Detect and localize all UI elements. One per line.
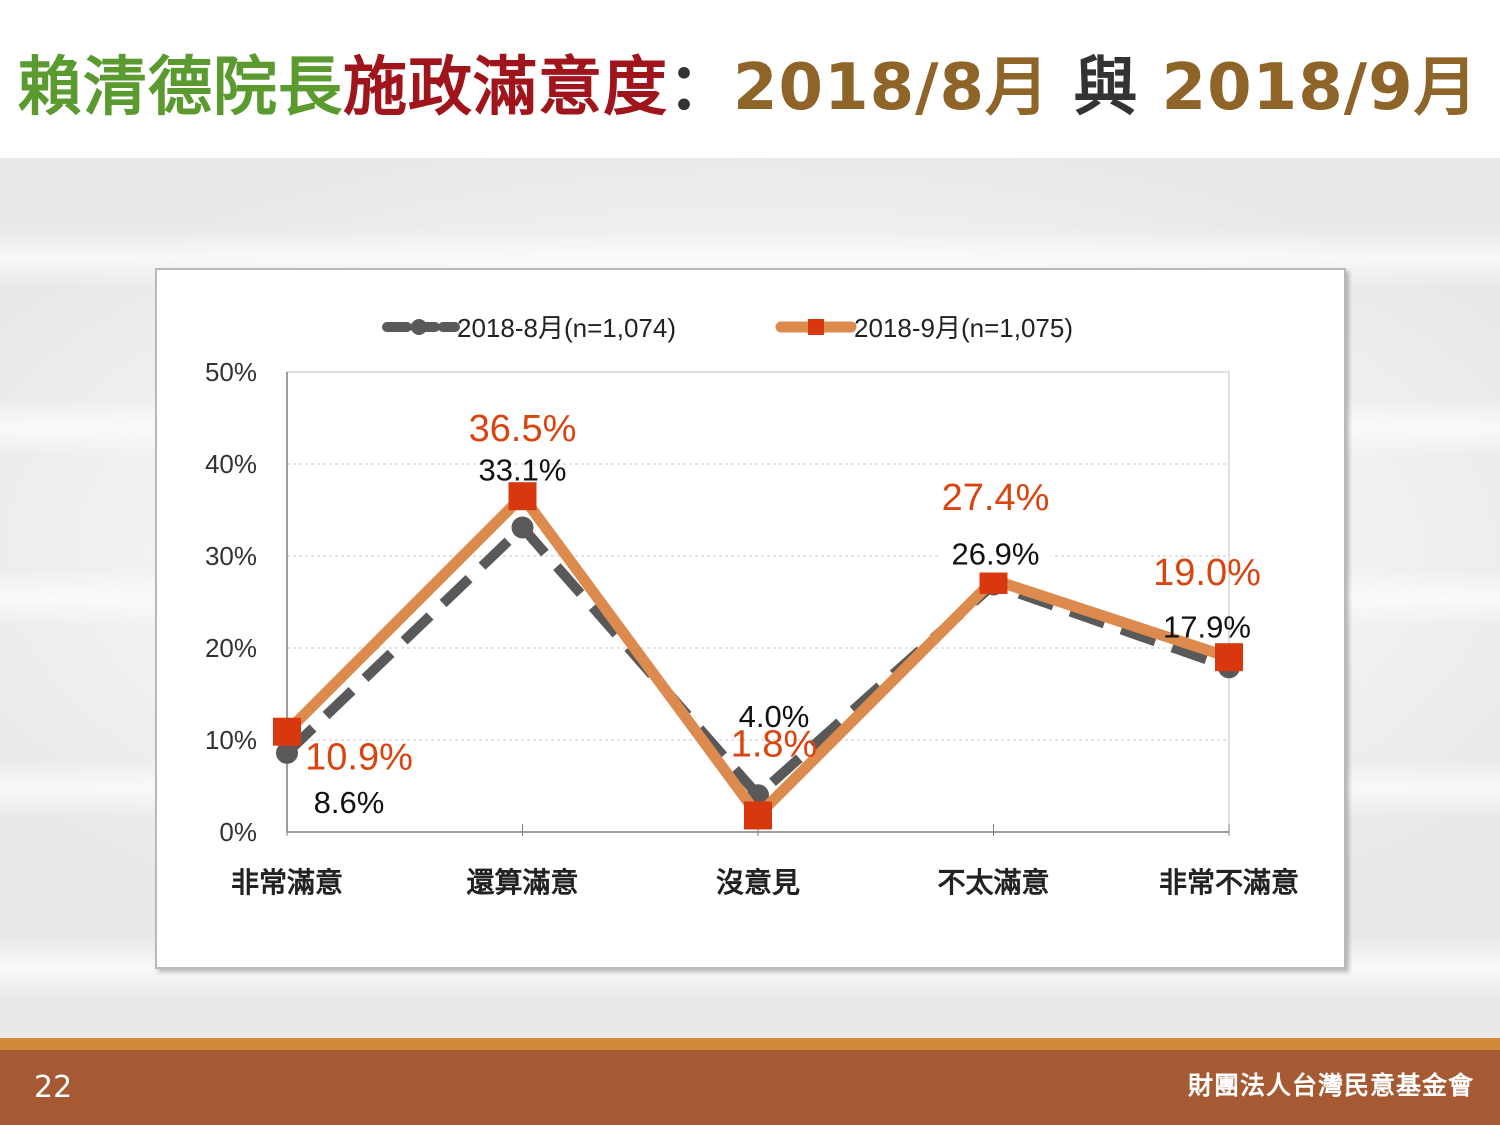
data-label-background (939, 532, 1052, 573)
gridlines (287, 463, 1229, 741)
data-labels: 8.6% 33.1% 4.0% 26.9% 17.9% 10.9% 36.5% 1.8% 27.… (305, 408, 1261, 820)
data-label-aug: 4.0% (739, 699, 810, 734)
series-sep-point (1215, 643, 1243, 672)
title-topic: 施政滿意度 (343, 51, 668, 125)
page-number: 22 (34, 1070, 73, 1105)
series-sep-point (273, 717, 301, 746)
title-name: 賴清德院長 (18, 51, 343, 125)
x-category-label: 還算滿意 (466, 866, 578, 898)
legend: 2018-8月(n=1,074) 2018-9月(n=1,075) (382, 313, 1073, 343)
series-aug-point (276, 741, 298, 764)
legend-marker-sep (808, 319, 824, 335)
legend-label-aug: 2018-8月(n=1,074) (457, 313, 676, 343)
x-category-label: 非常不滿意 (1159, 866, 1299, 898)
footer-accent-line (0, 1038, 1500, 1050)
chart-panel: 0% 10% 20% 30% 40% 50% 非常滿意 還算滿意 沒意見 不太滿意 非常不滿意 8.… (155, 268, 1346, 969)
legend-marker-aug (411, 319, 427, 335)
title-period-1: 2018/8月 (733, 51, 1051, 125)
organization-name: 財團法人台灣民意基金會 (1187, 1071, 1474, 1100)
title-period-2: 2018/9月 (1161, 51, 1479, 125)
series-sep-point (508, 482, 537, 511)
data-label-aug: 17.9% (1163, 609, 1251, 644)
title-bar: 賴清德院長施政滿意度：2018/8月 與 2018/9月 (0, 0, 1500, 158)
line-chart: 0% 10% 20% 30% 40% 50% 非常滿意 還算滿意 沒意見 不太滿意 非常不滿意 8.… (205, 313, 1299, 898)
series (273, 482, 1243, 830)
x-category-label: 非常滿意 (231, 866, 343, 898)
data-label-background (935, 473, 1056, 518)
x-category-label: 不太滿意 (937, 866, 1049, 898)
y-tick-label: 40% (205, 449, 257, 479)
series-sep-point (744, 801, 772, 830)
y-tick-label: 10% (205, 725, 257, 755)
y-tick-label: 0% (219, 817, 257, 847)
series-aug-point (511, 516, 534, 539)
data-label-sep: 36.5% (469, 408, 577, 450)
title-conjunction: 與 (1050, 51, 1162, 125)
data-label-aug: 26.9% (952, 537, 1040, 572)
page-title: 賴清德院長施政滿意度：2018/8月 與 2018/9月 (18, 48, 1479, 128)
y-tick-label: 20% (205, 633, 257, 663)
data-label-sep: 19.0% (1153, 552, 1261, 594)
data-label-sep: 1.8% (731, 723, 818, 765)
data-label-sep: 10.9% (305, 737, 413, 779)
data-label-aug: 8.6% (314, 785, 385, 820)
title-colon: ： (668, 51, 733, 125)
footer-bar: 22 財團法人台灣民意基金會 (0, 1050, 1500, 1125)
y-tick-label: 50% (205, 357, 257, 387)
y-tick-label: 30% (205, 541, 257, 571)
legend-label-sep: 2018-9月(n=1,075) (854, 313, 1073, 343)
data-label-aug: 33.1% (479, 452, 567, 487)
x-category-label: 沒意見 (716, 866, 800, 898)
series-sep-line (283, 490, 1231, 821)
data-label-sep: 27.4% (942, 477, 1050, 519)
